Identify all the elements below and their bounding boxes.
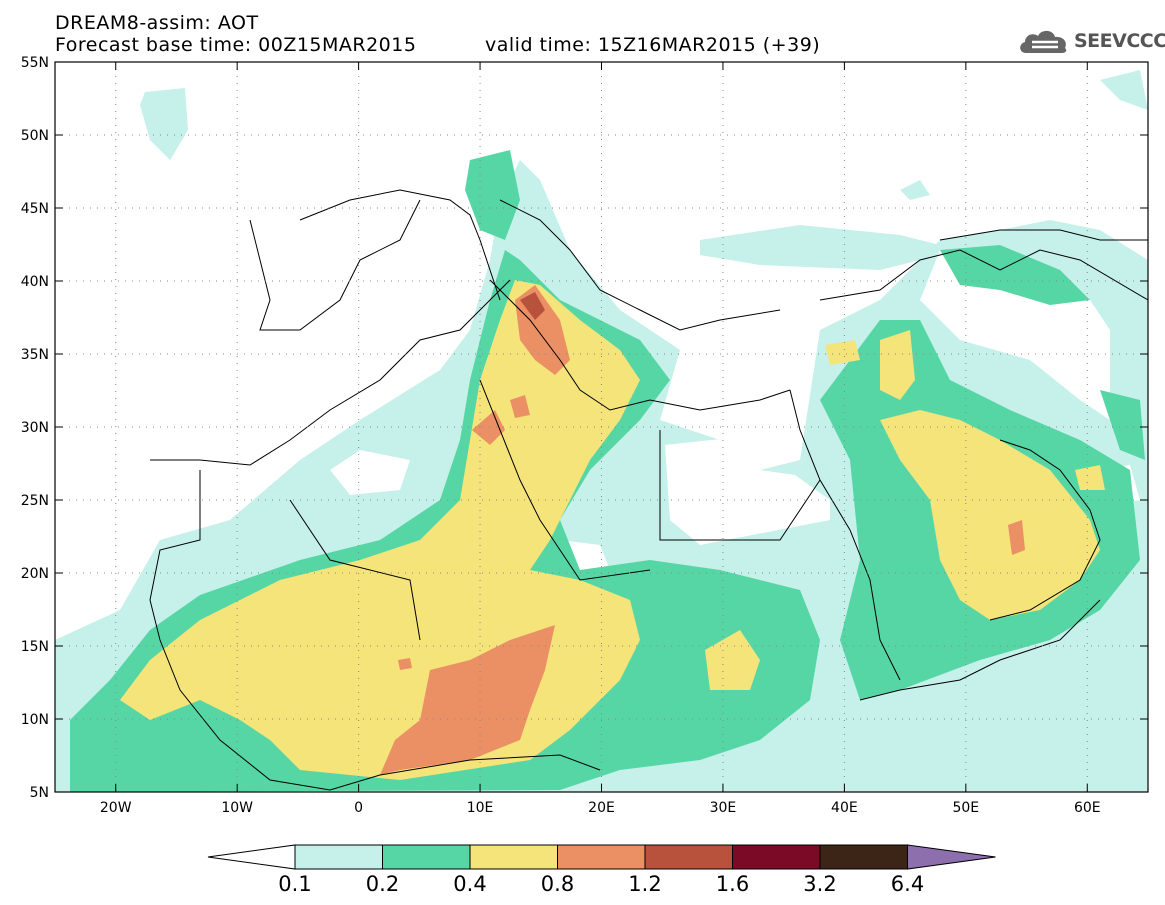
map-title: DREAM8-assim: AOT [55, 12, 259, 34]
lat-tick-label: 45N [21, 201, 49, 217]
lon-tick-label: 30E [710, 800, 737, 816]
colorbar-label: 0.2 [366, 872, 399, 896]
lat-tick-label: 35N [21, 347, 49, 363]
lat-tick-label: 30N [21, 420, 49, 436]
colorbar-label: 0.1 [278, 872, 311, 896]
seevccc-logo: SEEVCCC [1018, 26, 1165, 56]
colorbar-label: 3.2 [803, 872, 836, 896]
colorbar-swatch [819, 844, 908, 870]
lat-tick-label: 10N [21, 712, 49, 728]
lon-tick-label: 10W [221, 800, 253, 816]
colorbar-label: 0.4 [453, 872, 486, 896]
lat-tick-label: 55N [21, 55, 49, 71]
lon-tick-label: 20W [100, 800, 132, 816]
forecast-base-time: Forecast base time: 00Z15MAR2015 [55, 34, 417, 56]
lat-lon-grid [55, 62, 1148, 792]
lat-tick-label: 25N [21, 493, 49, 509]
colorbar-swatch [644, 844, 733, 870]
lat-tick-label: 15N [21, 639, 49, 655]
colorbar-label: 1.2 [628, 872, 661, 896]
aot-level-1-2 [520, 292, 545, 320]
colorbar-swatch [382, 844, 471, 870]
colorbar-label: 0.8 [541, 872, 574, 896]
colorbar-swatch [469, 844, 558, 870]
lat-tick-label: 5N [30, 785, 49, 801]
lat-tick-label: 20N [21, 566, 49, 582]
aot-colorbar: 0.1 0.2 0.4 0.8 1.2 1.6 3.2 6.4 [207, 844, 996, 896]
lon-tick-label: 60E [1074, 800, 1101, 816]
lat-tick-label: 40N [21, 274, 49, 290]
colorbar-label: 1.6 [716, 872, 749, 896]
colorbar-label: 6.4 [891, 872, 924, 896]
colorbar-swatch [732, 844, 821, 870]
lon-tick-label: 10E [467, 800, 494, 816]
valid-time: valid time: 15Z16MAR2015 (+39) [485, 34, 821, 56]
lon-tick-label: 20E [588, 800, 615, 816]
colorbar-arrow-high [907, 844, 996, 870]
lon-tick-label: 50E [952, 800, 979, 816]
logo-text: SEEVCCC [1074, 30, 1165, 52]
map-axes: 20W 10W 0 10E 20E 30E 40E 50E 60E 55N 50N 45N 40N 35N… [21, 55, 1148, 816]
coastlines [149, 189, 1148, 791]
colorbar-swatch [294, 844, 383, 870]
lon-tick-label: 0 [354, 800, 363, 816]
colorbar-arrow-low [207, 844, 296, 870]
cloud-icon [1020, 30, 1067, 53]
lon-tick-label: 40E [831, 800, 858, 816]
lat-tick-label: 50N [21, 128, 49, 144]
aot-field [55, 70, 1148, 792]
colorbar-swatch [557, 844, 646, 870]
